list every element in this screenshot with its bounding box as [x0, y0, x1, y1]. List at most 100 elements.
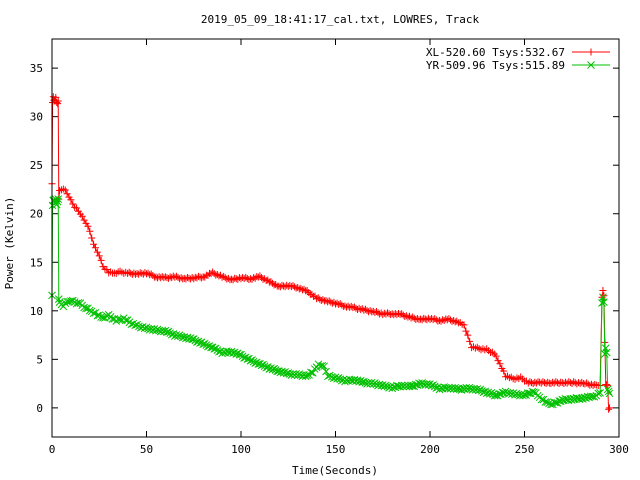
data-point — [53, 197, 62, 206]
plot-frame — [51, 38, 620, 438]
data-point — [494, 357, 502, 365]
data-point — [89, 309, 98, 318]
data-point — [86, 227, 94, 235]
data-point — [594, 389, 603, 398]
data-point — [84, 222, 92, 230]
data-point — [108, 315, 117, 323]
data-point — [248, 275, 256, 283]
data-point — [453, 317, 461, 325]
data-point — [88, 234, 96, 242]
data-point — [602, 348, 611, 357]
data-point — [399, 311, 407, 319]
data-point — [251, 274, 259, 282]
data-point — [250, 274, 258, 282]
data-point — [471, 344, 479, 352]
data-point — [229, 276, 237, 284]
y-tick-label: 15 — [30, 256, 43, 269]
data-point — [596, 389, 604, 397]
series-layer — [48, 93, 614, 413]
data-point — [262, 277, 270, 285]
y-axis-label: Power (Kelvin) — [3, 197, 16, 290]
data-point — [308, 369, 317, 377]
data-point — [366, 307, 374, 315]
data-point — [466, 337, 474, 345]
data-point — [402, 312, 410, 320]
data-point — [234, 275, 242, 283]
data-point — [52, 93, 60, 101]
data-point — [452, 385, 461, 393]
data-point — [505, 374, 513, 382]
data-point — [335, 300, 343, 308]
chart-title: 2019_05_09_18:41:17_cal.txt, LOWRES, Tra… — [201, 13, 480, 26]
data-point — [147, 270, 155, 278]
x-tick-label: 150 — [326, 443, 346, 456]
data-point — [56, 187, 64, 195]
data-point — [67, 196, 75, 204]
data-point — [177, 274, 185, 282]
data-point — [269, 279, 276, 287]
data-point — [190, 275, 198, 283]
data-point — [265, 278, 273, 286]
data-point — [413, 314, 421, 322]
data-point — [91, 244, 99, 252]
data-point — [604, 387, 613, 396]
data-point — [257, 274, 265, 282]
data-point — [333, 299, 341, 307]
data-point — [446, 316, 454, 324]
data-point — [61, 186, 69, 194]
y-tick-label: 35 — [30, 62, 43, 75]
data-point — [313, 295, 321, 303]
data-point — [492, 352, 500, 360]
data-point — [78, 212, 86, 220]
data-point — [432, 316, 440, 324]
data-point — [500, 367, 508, 375]
series-line — [51, 96, 610, 410]
data-point — [490, 391, 499, 400]
data-point — [599, 286, 607, 294]
data-point — [437, 317, 445, 325]
data-point — [146, 271, 154, 279]
data-point — [383, 309, 391, 317]
data-point — [320, 362, 329, 371]
data-point — [95, 252, 103, 260]
data-point — [209, 268, 217, 276]
legend-label: YR-509.96 Tsys:515.89 — [426, 59, 565, 72]
data-point — [198, 274, 206, 282]
series-xl — [48, 93, 614, 413]
data-point — [298, 286, 306, 294]
data-point — [90, 240, 98, 248]
data-point — [82, 304, 90, 313]
data-point — [605, 389, 614, 398]
data-point — [376, 310, 384, 318]
data-point — [213, 270, 221, 278]
data-point — [210, 270, 218, 278]
data-point — [347, 302, 355, 310]
data-point — [587, 61, 595, 69]
data-point — [297, 284, 305, 292]
legend-label: XL-520.60 Tsys:532.67 — [426, 46, 565, 59]
data-point — [338, 301, 346, 309]
data-point — [513, 374, 521, 382]
data-point — [85, 306, 94, 315]
data-point — [550, 398, 559, 407]
data-point — [93, 248, 101, 256]
data-point — [330, 298, 338, 306]
data-point — [291, 283, 299, 291]
y-tick-label: 5 — [36, 353, 43, 366]
data-point — [149, 272, 157, 280]
y-tick-label: 25 — [30, 159, 43, 172]
x-tick-label: 50 — [140, 443, 153, 456]
data-point — [451, 318, 459, 326]
y-tick-label: 0 — [36, 402, 43, 415]
data-point — [603, 385, 612, 394]
data-point — [253, 273, 261, 281]
data-point — [246, 275, 254, 283]
x-tick-label: 250 — [515, 443, 535, 456]
data-point — [218, 273, 226, 281]
data-point — [54, 295, 63, 304]
data-point — [259, 275, 267, 283]
data-point — [333, 374, 341, 383]
data-point — [224, 348, 233, 356]
